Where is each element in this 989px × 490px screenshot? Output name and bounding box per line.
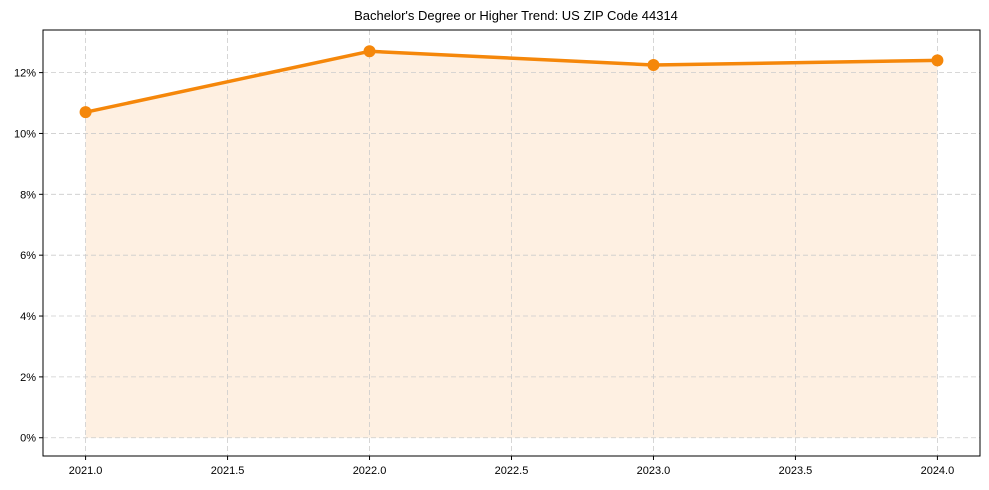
- y-tick-label: 4%: [20, 311, 36, 323]
- x-tick-label: 2023.5: [779, 465, 813, 477]
- x-axis: 2021.0 2021.5 2022.0 2022.5 2023.0 2023.5 2024…: [69, 456, 954, 477]
- x-tick-label: 2022.5: [495, 465, 529, 477]
- y-tick-label: 8%: [20, 189, 36, 201]
- x-tick-label: 2023.0: [637, 465, 671, 477]
- y-tick-label: 10%: [14, 128, 36, 140]
- y-tick-label: 0%: [20, 433, 36, 445]
- y-tick-label: 2%: [20, 372, 36, 384]
- y-tick-label: 12%: [14, 68, 36, 80]
- x-tick-label: 2021.5: [211, 465, 245, 477]
- data-point: [647, 58, 660, 71]
- data-point: [363, 45, 376, 58]
- x-tick-label: 2021.0: [69, 465, 103, 477]
- x-tick-label: 2022.0: [353, 465, 387, 477]
- data-point: [79, 106, 92, 119]
- grid-lines: [43, 30, 980, 456]
- data-point: [931, 54, 944, 67]
- y-axis: 0% 2% 4% 6% 8% 10% 12%: [14, 68, 43, 445]
- y-tick-label: 6%: [20, 250, 36, 262]
- chart-title: Bachelor's Degree or Higher Trend: US ZI…: [354, 8, 678, 23]
- x-tick-label: 2024.0: [921, 465, 955, 477]
- data-markers: [79, 45, 944, 119]
- area-fill: [85, 51, 938, 438]
- series-line: [83, 49, 940, 114]
- plot-area: [43, 30, 980, 456]
